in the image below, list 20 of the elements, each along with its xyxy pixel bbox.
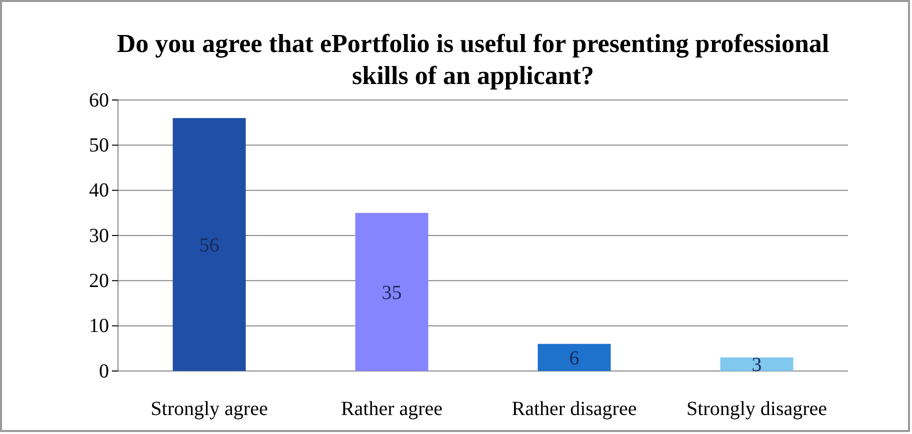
y-tick-label: 30: [89, 224, 109, 247]
y-tick-label: 0: [99, 360, 109, 382]
bar: [355, 212, 428, 371]
y-tick-label: 40: [89, 180, 109, 202]
data-label: 3: [752, 354, 762, 376]
x-tick-label: Strongly agree: [150, 398, 268, 420]
chart-title: Do you agree that ePortfolio is useful for presenting professional skills of an applicant?: [116, 29, 830, 90]
y-tick-label: 20: [89, 270, 109, 292]
data-label: 35: [382, 282, 402, 304]
x-tick-label: Strongly disagree: [686, 398, 828, 420]
bar: [172, 118, 246, 371]
data-label: 6: [569, 347, 580, 370]
y-tick-label: 60: [89, 89, 109, 112]
bar: [720, 357, 794, 371]
x-tick-label: Rather disagree: [512, 398, 637, 420]
data-label: 56: [199, 234, 220, 257]
y-tick-label: 10: [89, 315, 109, 338]
x-tick-label: Rather agree: [340, 398, 443, 420]
bar: [538, 344, 611, 371]
y-tick-label: 50: [89, 134, 109, 157]
